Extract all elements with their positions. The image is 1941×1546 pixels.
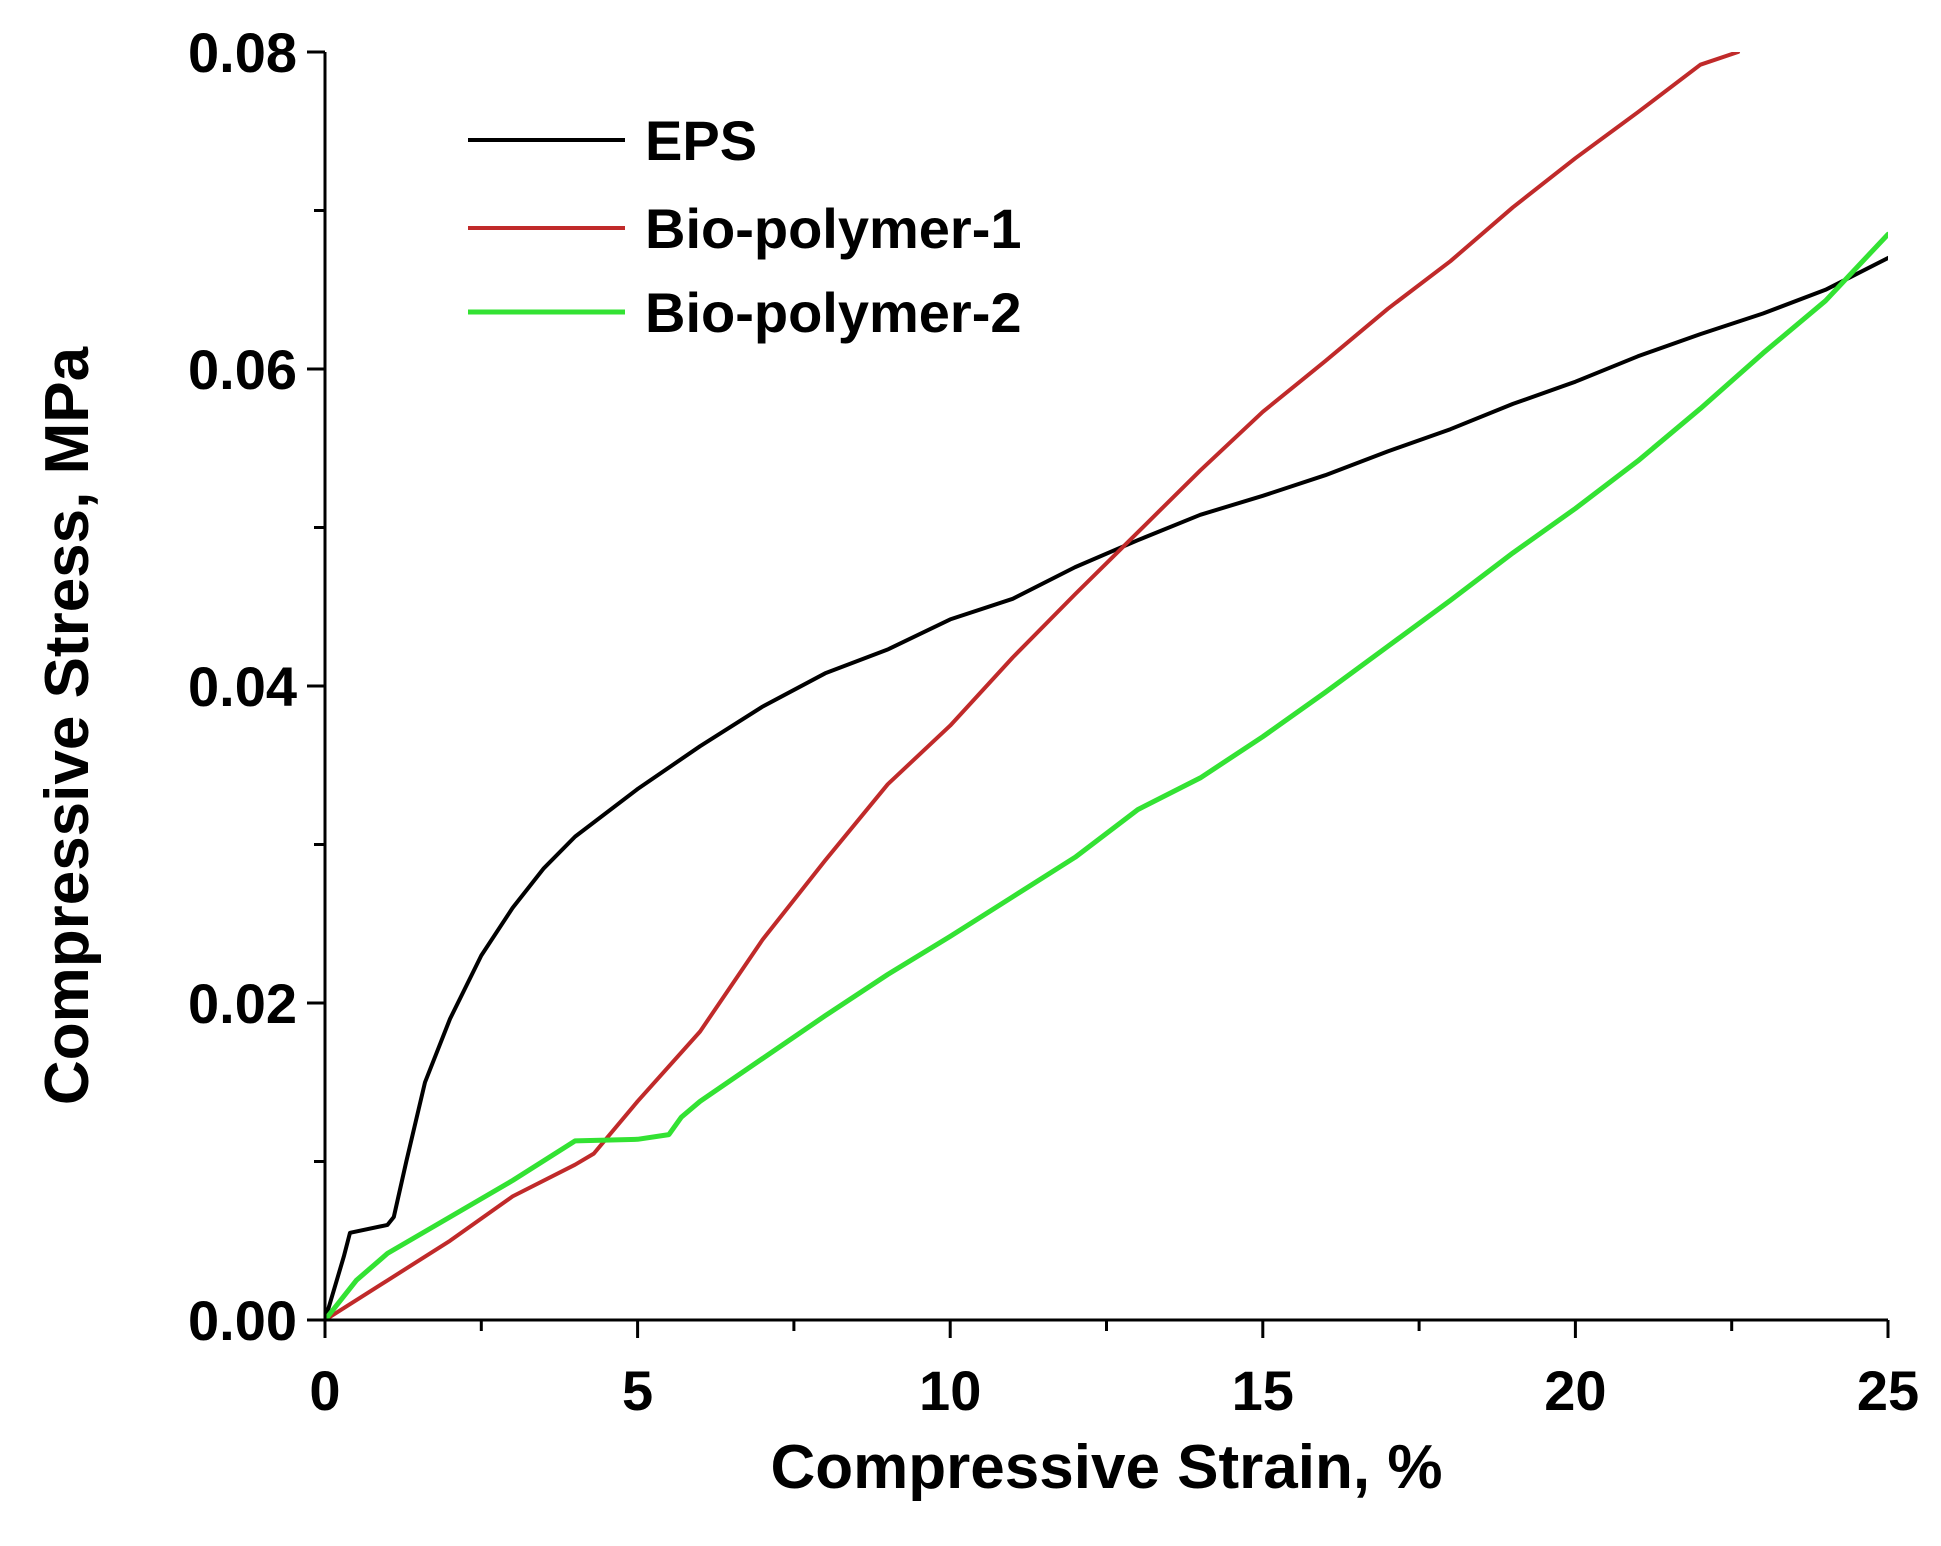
series-line-1 — [325, 256, 1888, 1320]
series-line-3 — [325, 231, 1888, 1320]
legend-label: EPS — [645, 109, 757, 172]
x-tick-label: 10 — [919, 1359, 981, 1422]
series-lines — [325, 52, 1888, 1320]
y-tick-label: 0.04 — [188, 655, 297, 718]
y-tick-label: 0.06 — [188, 338, 297, 401]
x-axis-ticks: 0 5 10 15 20 25 — [309, 1320, 1919, 1422]
y-tick-label: 0.02 — [188, 972, 297, 1035]
legend: EPS Bio-polymer-1 Bio-polymer-2 — [468, 109, 1022, 344]
x-axis-title: Compressive Strain, % — [771, 1433, 1443, 1502]
x-tick-label: 20 — [1544, 1359, 1606, 1422]
series-line-2 — [325, 52, 1740, 1320]
y-tick-label: 0.00 — [188, 1289, 297, 1352]
y-tick-label: 0.08 — [188, 21, 297, 84]
legend-label: Bio-polymer-1 — [645, 197, 1022, 260]
x-tick-label: 15 — [1232, 1359, 1294, 1422]
y-axis-title: Compressive Stress, MPa — [33, 346, 102, 1105]
axes — [323, 52, 1888, 1322]
legend-label: Bio-polymer-2 — [645, 281, 1022, 344]
x-tick-label: 5 — [622, 1359, 653, 1422]
y-axis-ticks: 0.00 0.02 0.04 0.06 0.08 — [188, 21, 325, 1352]
x-tick-label: 25 — [1857, 1359, 1919, 1422]
x-tick-label: 0 — [309, 1359, 340, 1422]
